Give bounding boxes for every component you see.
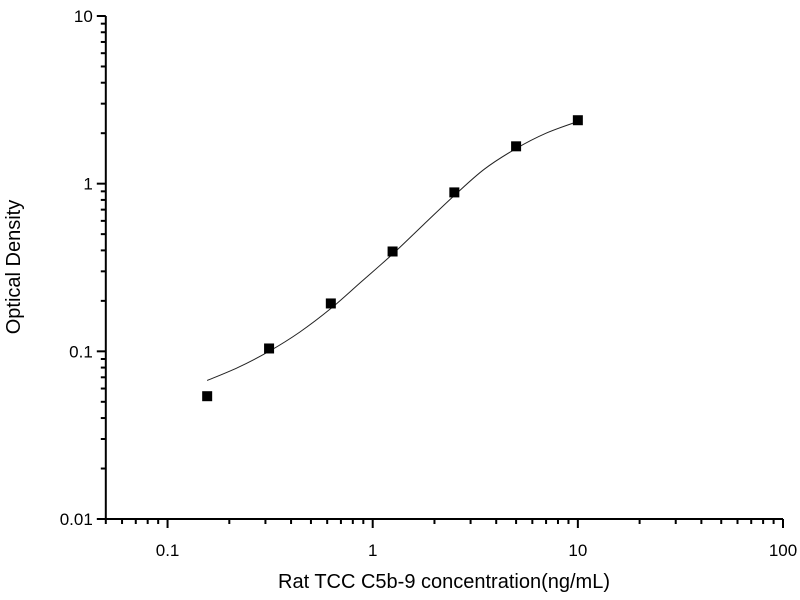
- y-tick-label: 0.01: [60, 510, 93, 529]
- data-points: [202, 115, 583, 402]
- x-tick-label: 1: [368, 541, 377, 560]
- x-tick-label: 10: [568, 541, 587, 560]
- data-point: [325, 298, 336, 309]
- x-axis-label: Rat TCC C5b-9 concentration(ng/mL): [278, 571, 610, 593]
- data-point: [264, 343, 275, 354]
- data-point: [511, 141, 522, 152]
- x-tick-labels: 0.1 1 10 100: [156, 541, 797, 560]
- x-tick-label: 0.1: [156, 541, 180, 560]
- y-tick-label: 0.1: [69, 342, 93, 361]
- data-point: [449, 187, 460, 198]
- axes: [96, 15, 784, 528]
- y-tick-label: 10: [74, 7, 93, 26]
- y-tick-label: 1: [83, 175, 92, 194]
- x-tick-label: 100: [769, 541, 797, 560]
- data-point: [572, 115, 583, 126]
- y-tick-labels: 0.01 0.1 1 10: [60, 7, 93, 529]
- data-point: [202, 391, 213, 402]
- data-point: [387, 246, 398, 257]
- y-axis-label: Optical Density: [3, 200, 25, 335]
